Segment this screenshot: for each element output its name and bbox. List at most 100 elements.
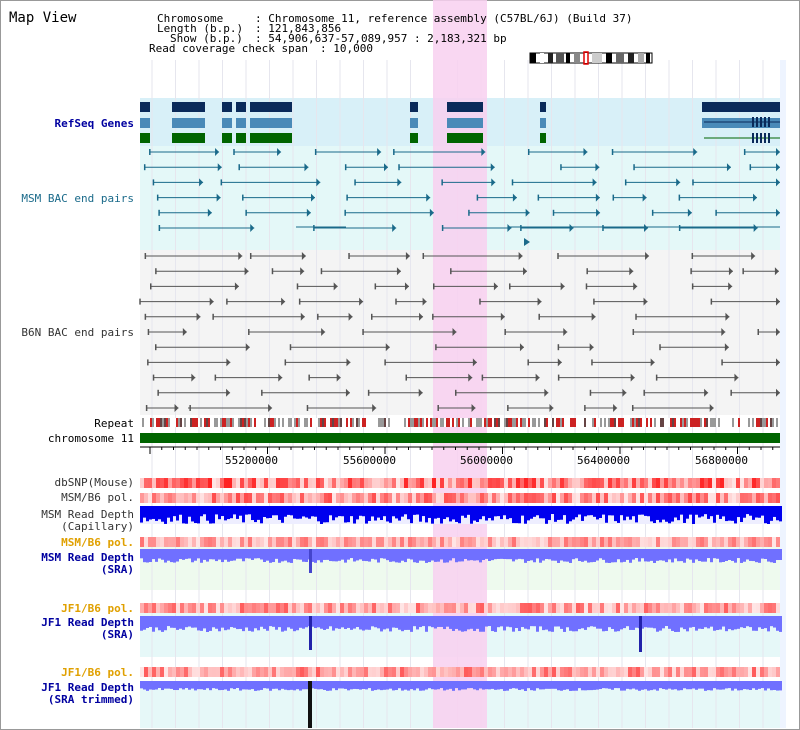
repeat-mark [528,418,530,427]
polymorphism-strip [520,537,524,547]
depth-bar [239,549,242,559]
polymorphism-strip [708,667,712,677]
polymorphism-strip [508,537,512,547]
bac-end-arrow [633,282,638,291]
polymorphism-strip [148,603,152,613]
depth-bar [611,616,614,629]
depth-bar [428,549,431,563]
track-label-b6n-bac[interactable]: B6N BAC end pairs [21,326,134,339]
depth-bar [689,681,692,690]
depth-bar [296,549,299,560]
depth-bar [635,616,638,628]
polymorphism-strip [204,603,208,613]
polymorphism-strip [756,537,760,547]
track-label-chromosome[interactable]: chromosome 11 [47,432,134,445]
polymorphism-strip [316,667,320,677]
track-label-msm-bac[interactable]: MSM BAC end pairs [21,192,134,205]
depth-bar [440,616,443,627]
repeat-mark [722,418,724,427]
track-label-dbsnp[interactable]: dbSNP(Mouse) [54,476,134,489]
track-label-msm-depth-cap-1[interactable]: MSM Read Depth [41,508,134,521]
depth-bar [473,681,476,690]
depth-bar [740,616,743,628]
repeat-mark [582,418,584,427]
polymorphism-strip [520,667,524,677]
track-label-jf1-depth-sra-2: (SRA) [100,628,134,641]
depth-bar [353,616,356,629]
depth-bar [221,549,224,563]
polymorphism-strip [292,667,296,677]
polymorphism-strip [276,667,280,677]
polymorphism-strip [392,478,396,488]
view-title: Map View [9,10,77,26]
depth-bar [407,549,410,559]
track-label-jf1-depth-trim-1[interactable]: JF1 Read Depth [41,681,134,694]
depth-bar [443,681,446,691]
polymorphism-strip [300,493,304,503]
polymorphism-strip [480,493,484,503]
depth-bar [710,549,713,563]
polymorphism-strip [200,537,204,547]
polymorphism-strip [268,667,272,677]
repeat-mark [448,418,450,427]
polymorphism-strip [372,537,376,547]
polymorphism-strip [676,667,680,677]
polymorphism-strip [384,603,388,613]
bac-end-arrow [493,282,498,291]
depth-spike [309,549,312,573]
repeat-mark [560,418,562,427]
bac-end-arrow [250,224,255,232]
depth-bar [722,681,725,690]
polymorphism-strip [412,493,416,503]
polymorphism-strip [300,603,304,613]
repeat-mark [238,418,240,427]
polymorphism-strip [476,493,480,503]
polymorphism-strip [488,478,492,488]
polymorphism-strip [168,603,172,613]
polymorphism-strip [236,493,240,503]
depth-bar [599,506,602,519]
polymorphism-strip [584,603,588,613]
repeat-mark [674,418,676,427]
depth-bar [263,681,266,689]
depth-bar [341,549,344,560]
repeat-mark [542,418,544,427]
gene-block [172,118,205,128]
repeat-mark [450,418,452,427]
depth-bar [716,681,719,690]
polymorphism-strip [384,537,388,547]
depth-bar [473,616,476,631]
polymorphism-strip [200,478,204,488]
track-label-jf1-b6-pol-2[interactable]: JF1/B6 pol. [61,666,134,679]
track-label-jf1-b6-pol-1[interactable]: JF1/B6 pol. [61,602,134,615]
polymorphism-strip [712,478,716,488]
repeat-mark [650,418,652,427]
depth-bar [749,681,752,690]
depth-bar [200,681,203,690]
depth-bar [716,506,719,515]
depth-bar [659,681,662,689]
track-label-jf1-depth-sra-1[interactable]: JF1 Read Depth [41,616,134,629]
depth-bar [188,506,191,517]
depth-bar [374,549,377,560]
polymorphism-strip [756,667,760,677]
repeat-mark [360,418,362,427]
gene-block [140,133,150,143]
depth-bar [413,681,416,691]
track-label-repeat[interactable]: Repeat [94,417,134,430]
repeat-mark [624,418,626,427]
polymorphism-strip [564,667,568,677]
depth-bar [473,506,476,521]
depth-bar [275,506,278,516]
track-label-refseq[interactable]: RefSeq Genes [54,117,134,130]
depth-bar [755,681,758,690]
repeat-mark [314,418,316,427]
track-label-msm-depth-sra-1[interactable]: MSM Read Depth [41,551,134,564]
track-label-msm-b6-pol-1[interactable]: MSM/B6 pol. [61,491,134,504]
gene-block [540,133,546,143]
polymorphism-strip [644,537,648,547]
depth-bar [722,549,725,562]
depth-bar [176,506,179,521]
track-label-msm-b6-pol-2[interactable]: MSM/B6 pol. [61,536,134,549]
